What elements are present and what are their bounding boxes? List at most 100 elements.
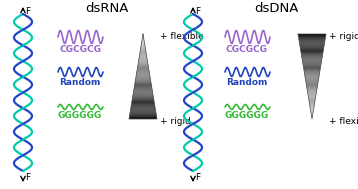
Polygon shape	[132, 98, 154, 99]
Polygon shape	[303, 64, 321, 65]
Polygon shape	[309, 102, 315, 103]
Polygon shape	[302, 58, 322, 60]
Polygon shape	[142, 41, 144, 43]
Polygon shape	[310, 106, 314, 107]
Polygon shape	[136, 77, 150, 79]
Polygon shape	[307, 89, 317, 90]
Polygon shape	[135, 79, 150, 80]
Polygon shape	[129, 118, 157, 119]
Polygon shape	[139, 60, 147, 62]
Polygon shape	[141, 45, 145, 46]
Polygon shape	[306, 83, 318, 84]
Polygon shape	[138, 64, 148, 65]
Polygon shape	[134, 86, 152, 87]
Polygon shape	[311, 112, 313, 113]
Polygon shape	[299, 39, 325, 40]
Text: CGCGCG: CGCGCG	[226, 45, 268, 54]
Polygon shape	[140, 52, 146, 53]
Text: GGGGGG: GGGGGG	[225, 111, 269, 120]
Polygon shape	[298, 35, 326, 36]
Polygon shape	[131, 106, 155, 107]
Text: + rigid: + rigid	[329, 32, 358, 41]
Polygon shape	[301, 55, 323, 56]
Polygon shape	[136, 74, 150, 75]
Polygon shape	[137, 68, 149, 69]
Polygon shape	[300, 49, 324, 50]
Polygon shape	[301, 52, 323, 53]
Polygon shape	[137, 66, 149, 67]
Polygon shape	[137, 71, 149, 72]
Polygon shape	[134, 89, 152, 90]
Polygon shape	[306, 84, 318, 85]
Polygon shape	[135, 80, 151, 81]
Polygon shape	[306, 85, 318, 86]
Polygon shape	[141, 43, 145, 45]
Polygon shape	[311, 111, 313, 112]
Polygon shape	[142, 40, 144, 41]
Text: dsRNA: dsRNA	[85, 2, 129, 15]
Polygon shape	[141, 48, 145, 49]
Polygon shape	[302, 56, 322, 57]
Polygon shape	[307, 90, 317, 91]
Polygon shape	[141, 47, 145, 48]
Polygon shape	[310, 109, 314, 111]
Polygon shape	[309, 101, 315, 102]
Polygon shape	[306, 81, 318, 82]
Polygon shape	[135, 83, 151, 84]
Polygon shape	[139, 58, 147, 60]
Polygon shape	[305, 77, 319, 79]
Text: F: F	[195, 173, 200, 181]
Polygon shape	[142, 37, 144, 38]
Polygon shape	[310, 108, 314, 109]
Polygon shape	[308, 96, 316, 97]
Polygon shape	[303, 62, 321, 63]
Polygon shape	[134, 85, 151, 86]
Polygon shape	[140, 50, 146, 51]
Text: + flexible: + flexible	[329, 117, 358, 126]
Polygon shape	[134, 87, 152, 88]
Text: F: F	[195, 8, 200, 16]
Polygon shape	[300, 47, 324, 48]
Polygon shape	[311, 113, 313, 114]
Polygon shape	[298, 34, 326, 35]
Polygon shape	[307, 87, 317, 88]
Polygon shape	[310, 105, 314, 106]
Polygon shape	[137, 67, 149, 68]
Polygon shape	[305, 80, 319, 81]
Polygon shape	[133, 92, 153, 94]
Polygon shape	[309, 98, 315, 99]
Text: Random: Random	[226, 78, 268, 87]
Polygon shape	[129, 116, 157, 117]
Polygon shape	[306, 86, 318, 87]
Polygon shape	[308, 92, 316, 94]
Polygon shape	[136, 75, 150, 77]
Polygon shape	[303, 65, 321, 66]
Polygon shape	[139, 56, 147, 57]
Text: + rigid: + rigid	[160, 117, 191, 126]
Polygon shape	[132, 97, 154, 98]
Polygon shape	[130, 114, 156, 115]
Polygon shape	[311, 114, 313, 115]
Polygon shape	[131, 103, 155, 104]
Polygon shape	[138, 62, 148, 63]
Polygon shape	[299, 37, 325, 38]
Polygon shape	[135, 81, 151, 82]
Text: GGGGGG: GGGGGG	[58, 111, 102, 120]
Polygon shape	[131, 108, 155, 109]
Polygon shape	[129, 117, 157, 118]
Polygon shape	[304, 72, 320, 73]
Polygon shape	[137, 70, 149, 71]
Polygon shape	[142, 38, 144, 39]
Polygon shape	[310, 107, 314, 108]
Polygon shape	[136, 72, 150, 73]
Polygon shape	[139, 57, 147, 58]
Polygon shape	[300, 46, 324, 47]
Polygon shape	[300, 48, 324, 49]
Polygon shape	[140, 54, 146, 55]
Text: + flexible: + flexible	[160, 32, 204, 41]
Polygon shape	[142, 36, 144, 37]
Polygon shape	[140, 53, 146, 54]
Polygon shape	[309, 100, 315, 101]
Polygon shape	[135, 84, 151, 85]
Text: F: F	[25, 8, 30, 16]
